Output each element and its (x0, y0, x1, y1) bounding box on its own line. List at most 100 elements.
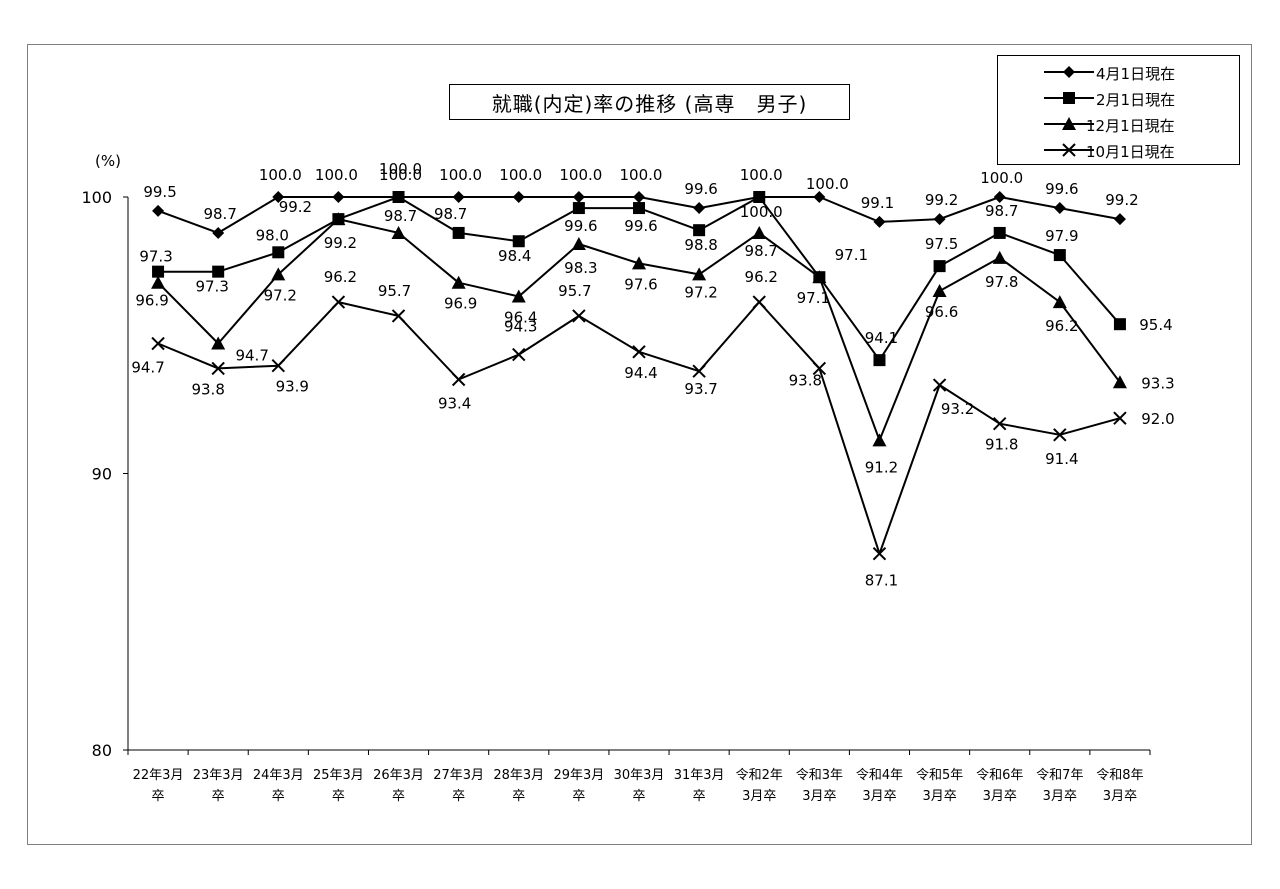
data-point-triangle (391, 225, 406, 239)
data-point-square (572, 202, 585, 215)
data-label: 99.2 (1105, 191, 1138, 209)
data-point-triangle (271, 267, 286, 281)
data-point-diamond (572, 191, 585, 203)
data-label: 97.1 (835, 246, 868, 264)
data-label: 96.4 (504, 309, 537, 327)
data-label: 97.2 (264, 286, 297, 304)
x-tick-label-line2: 3月卒 (1043, 789, 1077, 804)
data-point-diamond (933, 213, 946, 226)
data-label: 94.7 (235, 347, 268, 365)
data-label: 93.7 (684, 380, 717, 398)
data-point-diamond (272, 191, 285, 203)
data-label: 98.8 (684, 236, 717, 254)
data-point-x (211, 361, 225, 376)
x-tick-label: 31年3月 (674, 768, 725, 783)
data-point-diamond (452, 191, 465, 203)
data-label: 98.7 (384, 207, 417, 225)
data-label: 93.2 (941, 400, 974, 418)
data-label: 96.9 (444, 295, 477, 313)
data-label: 100.0 (315, 166, 358, 184)
data-point-x (752, 295, 766, 309)
data-point-triangle (992, 250, 1007, 264)
data-label: 99.2 (279, 198, 312, 216)
data-label: 94.4 (624, 364, 657, 382)
data-point-triangle (331, 212, 346, 226)
data-point-square (152, 265, 165, 278)
data-label: 96.9 (135, 292, 168, 310)
data-point-x (1053, 428, 1067, 442)
data-point-square (1053, 249, 1066, 262)
chart-title-text: 就職(内定)率の推移 (高専 男子) (491, 91, 808, 116)
data-label: 98.4 (498, 247, 531, 265)
data-point-x (331, 295, 346, 309)
data-label: 100.0 (806, 175, 849, 193)
x-tick-label-line2: 卒 (332, 789, 345, 804)
x-tick-label: 30年3月 (614, 768, 665, 783)
data-label: 94.1 (865, 329, 898, 347)
data-label: 94.7 (131, 359, 164, 377)
legend-triangle-marker-icon (1044, 117, 1094, 130)
data-label: 97.2 (684, 283, 717, 301)
data-label: 99.6 (1045, 180, 1078, 198)
data-point-diamond (993, 191, 1006, 203)
series-line-3 (157, 301, 1121, 555)
legend-square-marker-icon (1044, 92, 1094, 104)
data-label: 94.3 (504, 318, 537, 336)
data-label: 100.0 (740, 166, 783, 184)
data-label: 93.8 (789, 371, 822, 389)
legend-item-dec1: 12月1日現在 (998, 111, 1239, 137)
x-tick-label: 24年3月 (253, 768, 304, 783)
data-label: 100.0 (620, 166, 663, 184)
data-label: 92.0 (1141, 410, 1174, 428)
data-point-triangle (511, 289, 526, 303)
data-point-square (212, 265, 225, 278)
data-label: 93.3 (1141, 374, 1174, 392)
y-axis-unit-label: (%) (95, 152, 121, 170)
x-tick-label: 22年3月 (133, 768, 184, 783)
x-tick-label: 28年3月 (493, 768, 544, 783)
legend-item-feb1: 2月1日現在 (998, 85, 1239, 111)
data-point-x (632, 345, 646, 359)
x-tick-label-line2: 卒 (452, 789, 465, 804)
data-label: 100.0 (980, 169, 1023, 187)
data-label: 99.2 (324, 234, 357, 252)
x-tick-label: 令和4年 (856, 768, 903, 783)
legend-label-apr1: 4月1日現在 (1096, 65, 1176, 83)
x-tick-label: 令和7年 (1036, 768, 1083, 783)
x-tick-label-line2: 3月卒 (802, 789, 836, 804)
x-tick-label: 25年3月 (313, 768, 364, 783)
data-label: 100.0 (259, 166, 302, 184)
data-label: 97.5 (925, 235, 958, 253)
data-point-triangle (1052, 295, 1067, 309)
legend-diamond-marker-icon (1044, 66, 1094, 78)
y-tick-label: 90 (92, 465, 112, 484)
data-label: 97.8 (985, 273, 1018, 291)
data-label: 100.0 (379, 166, 422, 184)
data-label: 99.1 (861, 194, 894, 212)
data-label: 100.0 (740, 203, 783, 221)
data-label: 98.3 (564, 259, 597, 277)
data-label: 96.2 (1045, 317, 1078, 335)
data-point-x (872, 546, 887, 561)
data-point-diamond (873, 215, 886, 228)
x-tick-label: 令和8年 (1096, 768, 1143, 783)
data-point-diamond (1053, 202, 1066, 215)
x-tick-label-line2: 3月卒 (1103, 789, 1137, 804)
legend-label-oct1: 10月1日現在 (1086, 143, 1175, 161)
data-label: 98.7 (434, 205, 467, 223)
chart-frame (27, 44, 1252, 845)
data-point-square (272, 246, 285, 259)
data-point-triangle (812, 270, 827, 284)
data-point-triangle (451, 275, 466, 289)
x-tick-label-line2: 卒 (632, 789, 645, 804)
data-point-x (692, 364, 706, 378)
data-point-x (992, 417, 1007, 431)
legend-label-dec1: 12月1日現在 (1086, 117, 1175, 135)
x-tick-label: 令和2年 (736, 768, 783, 783)
data-point-x (451, 372, 466, 387)
data-point-square (693, 224, 706, 237)
data-label: 96.2 (324, 268, 357, 286)
data-label: 91.8 (985, 436, 1018, 454)
data-point-triangle (211, 336, 226, 350)
